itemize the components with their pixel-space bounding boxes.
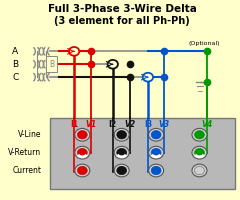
Circle shape <box>192 164 207 177</box>
Circle shape <box>114 146 129 159</box>
Circle shape <box>77 166 87 175</box>
Circle shape <box>192 128 207 141</box>
Circle shape <box>192 146 207 159</box>
Text: I1: I1 <box>70 120 78 129</box>
Circle shape <box>77 131 87 139</box>
Circle shape <box>151 148 161 157</box>
Circle shape <box>195 148 204 157</box>
Text: C: C <box>12 73 18 82</box>
Text: I2: I2 <box>109 120 117 129</box>
Circle shape <box>117 148 126 157</box>
Circle shape <box>149 164 164 177</box>
Text: Current: Current <box>12 166 41 175</box>
Text: B: B <box>49 60 54 69</box>
Text: V1: V1 <box>85 120 96 129</box>
Text: Full 3-Phase 3-Wire Delta: Full 3-Phase 3-Wire Delta <box>48 4 197 14</box>
Circle shape <box>195 166 204 175</box>
Text: (Optional): (Optional) <box>188 41 220 46</box>
Text: V2: V2 <box>125 120 136 129</box>
FancyBboxPatch shape <box>46 56 57 72</box>
Circle shape <box>69 47 79 56</box>
Circle shape <box>117 166 126 175</box>
Text: V-Return: V-Return <box>8 148 41 157</box>
Text: V3: V3 <box>159 120 170 129</box>
Text: B: B <box>12 60 18 69</box>
Circle shape <box>75 128 90 141</box>
Circle shape <box>108 60 118 69</box>
Circle shape <box>149 146 164 159</box>
Circle shape <box>149 128 164 141</box>
Circle shape <box>151 131 161 139</box>
Circle shape <box>143 73 153 82</box>
Circle shape <box>151 166 161 175</box>
FancyBboxPatch shape <box>49 118 235 189</box>
Circle shape <box>117 131 126 139</box>
Text: (3 element for all Ph-Ph): (3 element for all Ph-Ph) <box>54 16 190 26</box>
Text: V4: V4 <box>201 120 212 129</box>
Text: V-Line: V-Line <box>18 130 41 139</box>
Circle shape <box>77 148 87 157</box>
Circle shape <box>114 164 129 177</box>
Text: A: A <box>12 47 18 56</box>
Text: I3: I3 <box>144 120 152 129</box>
Circle shape <box>75 146 90 159</box>
Circle shape <box>195 131 204 139</box>
Circle shape <box>75 164 90 177</box>
Circle shape <box>114 128 129 141</box>
